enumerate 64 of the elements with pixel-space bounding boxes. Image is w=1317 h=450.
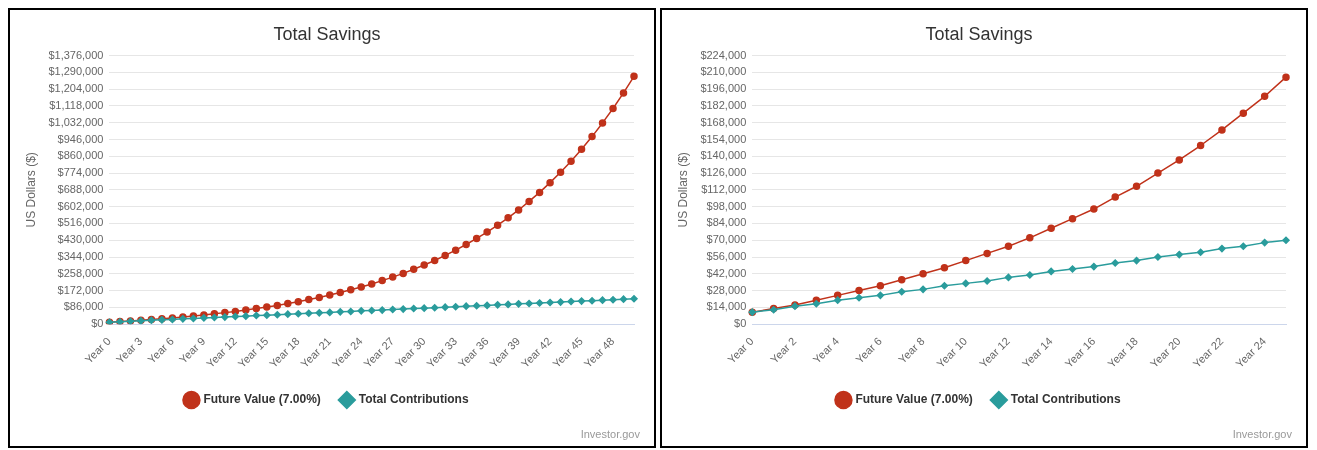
text: Investor.gov (580, 427, 641, 440)
x-tick-label: Year 48 (581, 334, 617, 370)
y-tick-label: $86,000 (63, 300, 104, 313)
y-tick-label: $258,000 (57, 266, 104, 279)
x-tick-label: Year 0 (82, 334, 114, 366)
text: Investor.gov (1232, 427, 1293, 440)
y-tick-label: $0 (91, 317, 104, 330)
y-tick-label: $0 (734, 317, 747, 330)
y-tick-label: $42,000 (706, 266, 747, 279)
x-tick-label: Year 6 (853, 334, 884, 366)
y-tick-label: $224,000 (700, 48, 747, 61)
y-tick-label: $860,000 (57, 149, 104, 162)
y-tick-label: $98,000 (706, 199, 747, 212)
chart-title: Total Savings (925, 23, 1033, 44)
x-tick-label: Year 30 (392, 334, 428, 370)
legend-label: Future Value (7.00%) (855, 392, 973, 407)
y-tick-label: $84,000 (706, 216, 747, 229)
x-tick-label: Year 4 (810, 334, 842, 366)
y-tick-label: $70,000 (706, 233, 747, 246)
y-tick-label: $1,376,000 (48, 48, 104, 61)
x-tick-label: Year 42 (518, 334, 554, 370)
y-tick-label: $688,000 (57, 182, 104, 195)
y-tick-label: $602,000 (57, 199, 104, 212)
y-tick-label: $774,000 (57, 166, 104, 179)
x-tick-label: Year 18 (1105, 334, 1141, 370)
x-tick-label: Year 22 (1190, 334, 1226, 370)
y-tick-label: $1,118,000 (49, 98, 104, 111)
legend-label: Total Contributions (1010, 392, 1121, 407)
y-tick-label: $430,000 (57, 233, 104, 246)
y-tick-label: $168,000 (700, 115, 747, 128)
y-tick-label: $14,000 (706, 300, 747, 313)
x-tick-label: Year 14 (1019, 334, 1055, 370)
y-tick-label: $1,032,000 (48, 115, 104, 128)
x-tick-label: Year 20 (1147, 334, 1183, 370)
y-axis-title: US Dollars ($) (23, 152, 38, 228)
y-tick-label: $172,000 (57, 283, 104, 296)
y-tick-label: $112,000 (701, 182, 747, 195)
x-tick-label: Year 2 (767, 334, 799, 366)
y-tick-label: $1,290,000 (48, 65, 104, 78)
y-tick-label: $140,000 (700, 149, 747, 162)
x-tick-label: Year 10 (934, 334, 970, 370)
chart-title: Total Savings (273, 23, 381, 44)
x-tick-label: Year 6 (145, 334, 176, 366)
legend-label: Future Value (7.00%) (203, 392, 321, 407)
y-tick-label: $516,000 (57, 216, 104, 229)
legend-label: Total Contributions (358, 392, 469, 407)
y-axis-title: US Dollars ($) (675, 152, 690, 228)
x-tick-label: Year 24 (1233, 334, 1269, 370)
x-tick-label: Year 24 (329, 334, 365, 370)
x-tick-label: Year 0 (725, 334, 756, 366)
x-tick-label: Year 8 (895, 334, 927, 366)
y-tick-label: $56,000 (706, 250, 747, 263)
y-tick-label: $28,000 (706, 283, 747, 296)
y-tick-label: $1,204,000 (48, 82, 104, 95)
y-tick-label: $210,000 (700, 65, 747, 78)
x-tick-label: Year 16 (1062, 334, 1098, 370)
y-tick-label: $126,000 (700, 166, 747, 179)
y-tick-label: $946,000 (57, 132, 104, 145)
y-tick-label: $182,000 (700, 98, 747, 111)
y-tick-label: $154,000 (700, 132, 747, 145)
x-tick-label: Year 12 (977, 334, 1013, 370)
y-tick-label: $344,000 (57, 250, 104, 263)
y-tick-label: $196,000 (700, 82, 747, 95)
x-tick-label: Year 3 (113, 334, 145, 366)
